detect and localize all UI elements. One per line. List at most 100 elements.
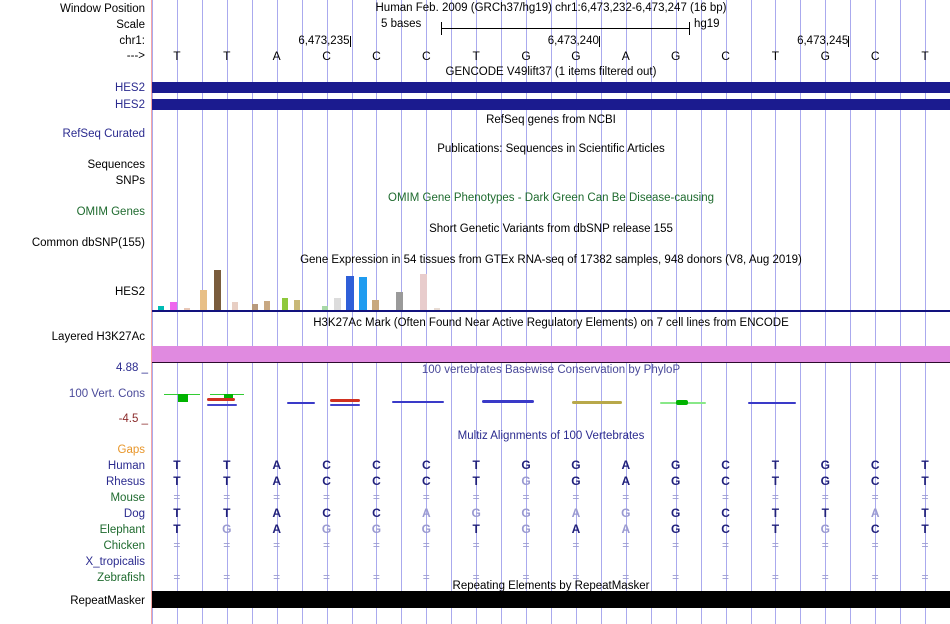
reference-base: G — [671, 49, 681, 63]
multiz-species-label-dog[interactable]: Dog — [123, 508, 145, 520]
gtex-tissue-bar[interactable] — [232, 302, 238, 310]
gtex-tissue-bar[interactable] — [420, 274, 427, 310]
gtex-tissue-bar[interactable] — [158, 306, 164, 310]
track-left-label-sequences[interactable]: Sequences — [87, 159, 145, 171]
multiz-base: G — [820, 458, 830, 472]
phylop-conservation-bar[interactable] — [178, 394, 188, 402]
h3k27ac-signal-bar[interactable] — [152, 346, 950, 362]
multiz-base: G — [571, 474, 581, 488]
gtex-tissue-bar[interactable] — [184, 308, 190, 310]
gtex-tissue-bar[interactable] — [334, 298, 341, 310]
multiz-alignment-stroke[interactable] — [207, 404, 237, 406]
gtex-tissue-bar[interactable] — [372, 300, 379, 310]
multiz-base: T — [173, 522, 181, 536]
multiz-base: = — [921, 570, 929, 584]
multiz-wiggle-plot[interactable] — [152, 388, 950, 414]
strand-label: ---> — [126, 50, 145, 62]
reference-base: C — [870, 49, 880, 63]
multiz-base: G — [571, 458, 581, 472]
track-left-label-hes2-1[interactable]: HES2 — [114, 82, 145, 94]
phylop-conservation-plot[interactable] — [152, 386, 950, 412]
gtex-tissue-bar[interactable] — [214, 270, 221, 310]
ruler-tick-label: 6,473,245 — [797, 35, 849, 47]
phylop-conservation-bar[interactable] — [224, 394, 233, 398]
track-left-label-hes2-2[interactable]: HES2 — [114, 99, 145, 111]
multiz-species-label-mouse[interactable]: Mouse — [110, 492, 145, 504]
track-left-label-repeatmasker[interactable]: RepeatMasker — [70, 595, 145, 607]
track-left-label-gtex-hes2[interactable]: HES2 — [114, 286, 145, 298]
track-center-label-publications: Publications: Sequences in Scientific Ar… — [437, 143, 665, 155]
scale-bar-text: 5 bases — [381, 18, 422, 30]
multiz-species-label-human[interactable]: Human — [107, 460, 145, 472]
multiz-alignment-stroke[interactable] — [482, 400, 534, 403]
reference-base: T — [771, 49, 780, 63]
multiz-base: = — [422, 570, 430, 584]
track-left-label-common-dbsnp[interactable]: Common dbSNP(155) — [31, 237, 145, 249]
multiz-alignment-stroke[interactable] — [330, 404, 360, 406]
multiz-base: = — [821, 570, 829, 584]
track-left-label-refseq-curated[interactable]: RefSeq Curated — [62, 128, 145, 140]
gridline — [376, 0, 378, 624]
multiz-base: G — [521, 522, 531, 536]
multiz-base: C — [721, 458, 730, 472]
multiz-base: = — [323, 538, 331, 552]
reference-base: G — [571, 49, 581, 63]
multiz-alignment-stroke[interactable] — [676, 400, 688, 405]
multiz-base: = — [422, 490, 430, 504]
track-left-label-layered-h3k27ac[interactable]: Layered H3K27Ac — [51, 331, 145, 343]
multiz-alignment-stroke[interactable] — [207, 398, 235, 401]
gtex-tissue-bar[interactable] — [359, 277, 367, 310]
ruler-tick-mark — [349, 36, 351, 47]
gridline — [625, 0, 627, 624]
gtex-tissue-bar[interactable] — [396, 292, 403, 310]
multiz-base: A — [421, 506, 431, 520]
multiz-species-label-gaps[interactable]: Gaps — [117, 444, 146, 456]
multiz-alignment-stroke[interactable] — [572, 401, 622, 404]
gtex-tissue-bar[interactable] — [346, 276, 354, 310]
gtex-tissue-bar[interactable] — [252, 304, 258, 310]
multiz-base: = — [273, 538, 281, 552]
reference-base: C — [372, 49, 381, 63]
track-data-panel[interactable] — [152, 0, 950, 624]
multiz-base: = — [622, 490, 630, 504]
multiz-species-label-x_tropicalis[interactable]: X_tropicalis — [85, 556, 145, 568]
multiz-alignment-stroke[interactable] — [287, 402, 315, 404]
gencode-gene-bar-2[interactable] — [152, 99, 950, 110]
gencode-gene-bar-1[interactable] — [152, 82, 950, 93]
multiz-base: = — [572, 538, 580, 552]
multiz-base: C — [721, 522, 730, 536]
multiz-species-label-elephant[interactable]: Elephant — [99, 524, 145, 536]
multiz-base: = — [921, 538, 929, 552]
gtex-tissue-bar[interactable] — [434, 308, 440, 310]
track-left-label-omim-genes[interactable]: OMIM Genes — [76, 206, 145, 218]
multiz-base: = — [323, 490, 331, 504]
repeatmasker-element-bar[interactable] — [152, 591, 950, 608]
gtex-tissue-bar[interactable] — [264, 301, 270, 310]
track-left-label-100-vert-cons[interactable]: 100 Vert. Cons — [68, 388, 145, 400]
gtex-expression-barchart[interactable] — [152, 266, 950, 310]
multiz-base: G — [820, 474, 830, 488]
scale-label: Scale — [116, 19, 145, 31]
gridline — [575, 0, 577, 624]
multiz-base: T — [771, 458, 780, 472]
multiz-base: = — [572, 570, 580, 584]
multiz-alignment-stroke[interactable] — [748, 402, 796, 404]
multiz-base: G — [671, 474, 681, 488]
multiz-species-label-zebrafish[interactable]: Zebrafish — [97, 572, 145, 584]
gtex-tissue-bar[interactable] — [294, 300, 300, 310]
track-left-label-snps[interactable]: SNPs — [115, 175, 145, 187]
gtex-tissue-bar[interactable] — [322, 306, 328, 310]
gtex-tissue-bar[interactable] — [170, 302, 177, 310]
h3k27ac-baseline — [152, 362, 950, 363]
assembly-label: hg19 — [694, 18, 720, 30]
multiz-base: = — [522, 538, 530, 552]
reference-base: T — [173, 49, 181, 63]
gtex-tissue-bar[interactable] — [282, 298, 288, 310]
multiz-species-label-rhesus[interactable]: Rhesus — [106, 476, 145, 488]
multiz-base: A — [272, 474, 282, 488]
gtex-tissue-bar[interactable] — [200, 290, 207, 310]
multiz-alignment-stroke[interactable] — [392, 401, 444, 403]
multiz-species-label-chicken[interactable]: Chicken — [103, 540, 145, 552]
multiz-alignment-stroke[interactable] — [330, 399, 360, 402]
